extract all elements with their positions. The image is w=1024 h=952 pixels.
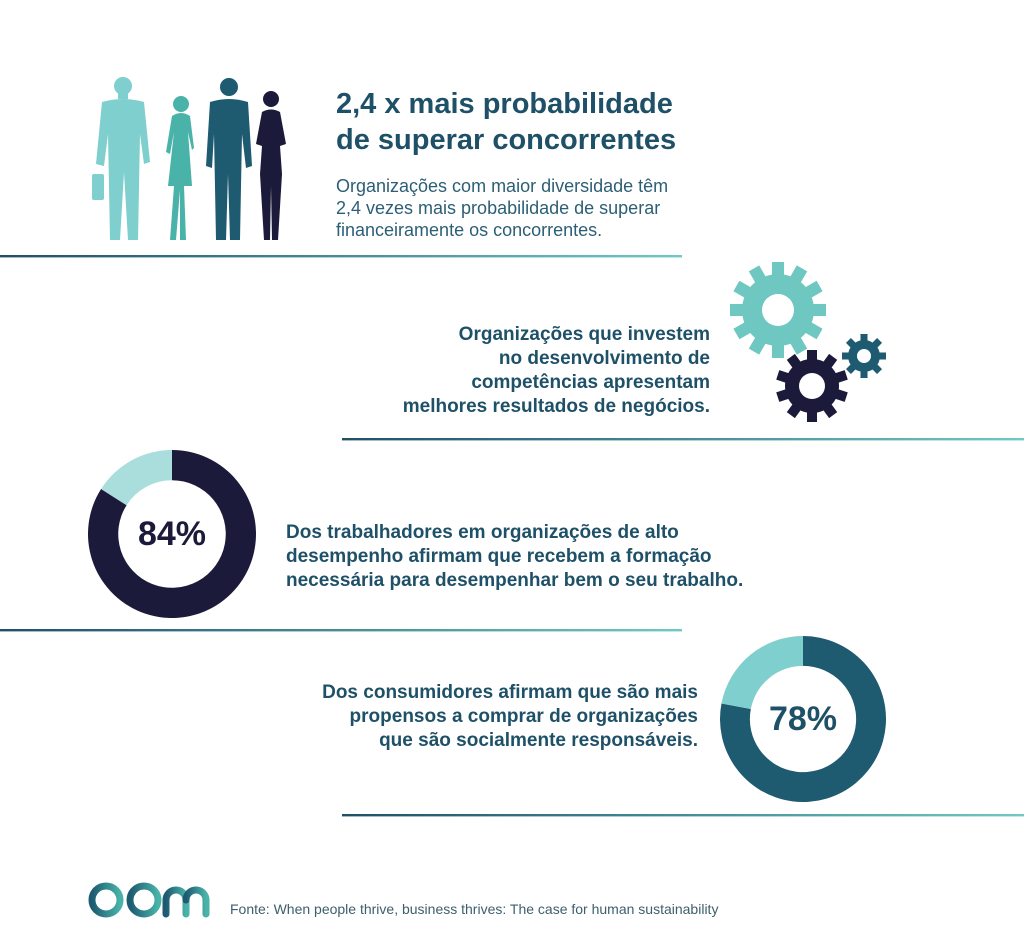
consumers-text: Dos consumidores afirmam que são mais pr…	[290, 681, 698, 753]
training-line: Dos trabalhadores em organizações de alt…	[286, 522, 679, 543]
headline-description-line: 2,4 vezes mais probabilidade de superar	[336, 198, 661, 218]
donut-chart-78: 78%	[720, 636, 886, 802]
headline-title-line: 2,4 x mais probabilidade	[336, 88, 673, 120]
competencies-line: competências apresentam	[471, 372, 710, 393]
divider-line	[0, 629, 682, 632]
headline-description-line: financeiramente os concorrentes.	[336, 220, 603, 240]
headline-title-line: de superar concorrentes	[336, 124, 677, 156]
donut-chart-84: 84%	[88, 450, 256, 618]
training-line: desempenho afirmam que recebem a formaçã…	[286, 546, 712, 567]
headline-description: Organizações com maior diversidade têm 2…	[336, 175, 736, 241]
source-citation: Fonte: When people thrive, business thri…	[230, 901, 719, 917]
divider-line	[342, 438, 1024, 441]
divider-line	[342, 814, 1024, 817]
consumers-line: propensos a comprar de organizações	[349, 706, 698, 727]
donut-84-slice-1	[101, 450, 172, 506]
consumers-line: que são socialmente responsáveis.	[379, 730, 698, 751]
training-text: Dos trabalhadores em organizações de alt…	[286, 521, 806, 593]
divider-line	[0, 255, 682, 258]
donut-label-84: 84%	[138, 515, 206, 553]
competencies-line: no desenvolvimento de	[498, 348, 710, 369]
people-silhouettes-icon	[92, 77, 286, 240]
consumers-line: Dos consumidores afirmam que são mais	[322, 682, 698, 703]
gears-icon	[730, 262, 886, 422]
competencies-line: Organizações que investem	[458, 324, 710, 345]
donut-label-78: 78%	[769, 700, 837, 738]
competencies-text: Organizações que investem no desenvolvim…	[360, 323, 710, 419]
donut-84-slice-0	[88, 450, 256, 618]
competencies-line: melhores resultados de negócios.	[402, 396, 710, 417]
logo-text: abm	[86, 862, 88, 863]
donut-78-slice-1	[721, 636, 803, 710]
donut-78-slice-0	[720, 636, 886, 802]
headline-description-line: Organizações com maior diversidade têm	[336, 176, 669, 196]
training-line: necessária para desempenhar bem o seu tr…	[286, 570, 744, 591]
headline-title: 2,4 x mais probabilidade de superar conc…	[336, 86, 756, 158]
abm-logo: abm	[86, 862, 210, 918]
